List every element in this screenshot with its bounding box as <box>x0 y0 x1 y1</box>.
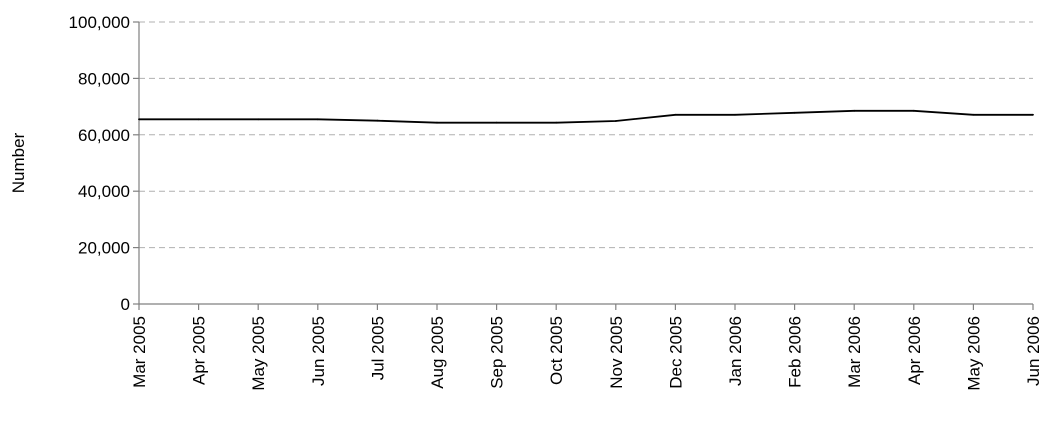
data-point <box>614 120 617 122</box>
y-tick-label: 60,000 <box>78 126 130 145</box>
y-tick-label: 40,000 <box>78 182 130 201</box>
x-tick-label: Jun 2005 <box>309 316 328 386</box>
x-tick-label: Mar 2006 <box>845 316 864 388</box>
axes <box>133 21 1034 310</box>
grid-lines <box>139 21 1033 249</box>
y-tick-label: 0 <box>121 295 130 314</box>
y-tick-label: 20,000 <box>78 239 130 258</box>
y-axis-title: Number <box>9 132 28 193</box>
y-tick-label: 80,000 <box>78 69 130 88</box>
data-point <box>316 118 319 121</box>
x-tick-label: Oct 2005 <box>547 316 566 385</box>
x-tick-label: Nov 2005 <box>607 316 626 389</box>
x-tick-label: Jun 2006 <box>1024 316 1040 386</box>
x-tick-label: Apr 2005 <box>190 316 209 385</box>
x-tick-labels: Mar 2005 Apr 2005 May 2005 Jun 2005 Jul 2005… <box>130 316 1040 391</box>
data-point <box>197 118 200 121</box>
series-line <box>139 109 1033 124</box>
x-tick-label: Jan 2006 <box>726 316 745 386</box>
x-tick-label: Sep 2005 <box>488 316 507 389</box>
x-tick-label: Feb 2006 <box>786 316 805 388</box>
data-point <box>972 113 975 116</box>
x-tick-label: Dec 2005 <box>666 316 685 389</box>
data-point <box>853 109 856 112</box>
data-point <box>793 111 796 114</box>
y-tick-label: 100,000 <box>69 13 130 32</box>
x-tick-label: Jul 2005 <box>368 316 387 380</box>
data-point <box>555 121 558 124</box>
y-tick-labels: 0 20,000 40,000 60,000 80,000 100,000 <box>69 13 130 314</box>
data-point <box>436 121 438 124</box>
x-tick-label: May 2005 <box>249 316 268 391</box>
data-point <box>376 119 379 122</box>
x-tick-label: May 2006 <box>964 316 983 391</box>
data-point <box>138 118 140 121</box>
x-tick-label: Mar 2005 <box>130 316 149 388</box>
series-lines <box>138 109 1034 124</box>
data-point <box>734 113 736 116</box>
x-tick-label: Apr 2006 <box>905 316 924 385</box>
data-point <box>1032 113 1034 116</box>
data-point <box>912 109 915 112</box>
x-tick-label: Aug 2005 <box>428 316 447 389</box>
data-point <box>674 113 677 116</box>
data-point <box>257 118 260 121</box>
data-point <box>495 121 498 124</box>
